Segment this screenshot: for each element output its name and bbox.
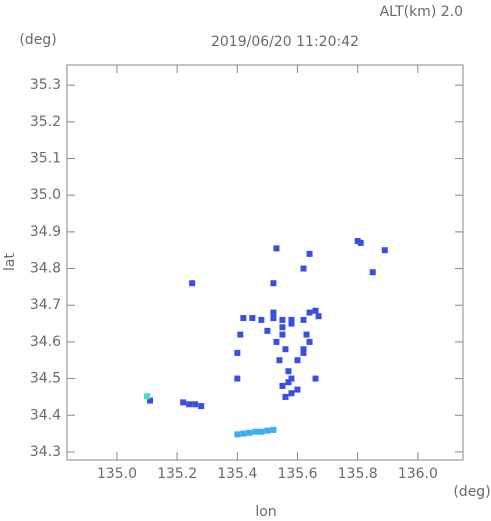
echo-point (312, 307, 319, 314)
echo-point (285, 368, 292, 375)
x-tick-label: 135.8 (338, 466, 378, 482)
echo-point (189, 280, 196, 287)
echo-point (300, 349, 307, 356)
x-unit: (deg) (453, 484, 490, 500)
echo-point (252, 428, 259, 435)
echo-point (273, 245, 280, 252)
echo-point (270, 309, 277, 316)
echo-point (285, 379, 292, 386)
echo-point (306, 338, 313, 345)
echo-point (312, 375, 319, 382)
echo-point (315, 313, 322, 320)
echo-point (198, 403, 205, 410)
echo-point (357, 239, 364, 246)
echo-point (306, 250, 313, 257)
echo-point (288, 375, 295, 382)
y-tick-label: 34.9 (30, 224, 61, 240)
y-tick-label: 34.5 (30, 371, 61, 387)
echo-point (264, 327, 271, 334)
echo-point (270, 315, 277, 322)
echo-point (180, 399, 187, 406)
echo-point (246, 429, 253, 436)
y-tick-label: 35.1 (30, 151, 61, 167)
echo-point (192, 401, 199, 408)
echo-point (303, 331, 310, 338)
echo-point (147, 397, 154, 404)
echo-point (234, 431, 241, 438)
altitude-label: ALT(km) 2.0 (380, 4, 463, 20)
echo-point (240, 315, 247, 322)
echo-point (279, 316, 286, 323)
echo-point (270, 280, 277, 287)
echo-point (234, 375, 241, 382)
echo-point (294, 357, 301, 364)
y-tick-label: 34.6 (30, 334, 61, 350)
echo-point (186, 401, 193, 408)
x-tick-label: 136.0 (398, 466, 438, 482)
y-tick-label: 34.4 (30, 407, 61, 423)
echo-point (276, 357, 283, 364)
echo-point (288, 316, 295, 323)
echo-point (249, 315, 256, 322)
echo-point (369, 269, 376, 276)
echo-point (282, 393, 289, 400)
y-tick-label: 35.3 (30, 77, 61, 93)
echo-point (258, 316, 265, 323)
y-tick-label: 34.3 (30, 444, 61, 460)
echo-point (234, 349, 241, 356)
x-tick-label: 135.4 (217, 466, 257, 482)
echo-point (279, 331, 286, 338)
y-axis-title: lat (2, 253, 18, 271)
y-tick-label: 35.2 (30, 114, 61, 130)
echo-point (279, 382, 286, 389)
echo-point (144, 393, 151, 400)
echo-point (237, 331, 244, 338)
echo-point (300, 265, 307, 272)
y-unit: (deg) (19, 32, 56, 48)
echo-point (300, 316, 307, 323)
echo-point (381, 247, 388, 254)
echo-point (288, 320, 295, 327)
y-tick-label: 35.0 (30, 187, 61, 203)
echo-point (288, 390, 295, 397)
x-tick-label: 135.2 (157, 466, 197, 482)
x-tick-label: 135.0 (97, 466, 137, 482)
echo-point (240, 430, 247, 437)
echo-point (273, 338, 280, 345)
x-tick-label: 135.6 (277, 466, 317, 482)
y-tick-label: 34.8 (30, 261, 61, 277)
echo-point (279, 324, 286, 331)
echo-point (270, 426, 277, 433)
echo-point (354, 238, 361, 245)
echo-point (258, 428, 265, 435)
echo-point (282, 346, 289, 353)
echo-point (300, 346, 307, 353)
echo-point (264, 427, 271, 434)
echo-point (294, 386, 301, 393)
chart-title: 2019/06/20 11:20:42 (211, 34, 359, 50)
echo-point (306, 309, 313, 316)
x-axis-title: lon (255, 504, 276, 520)
plot-frame (66, 64, 464, 461)
y-tick-label: 34.7 (30, 297, 61, 313)
